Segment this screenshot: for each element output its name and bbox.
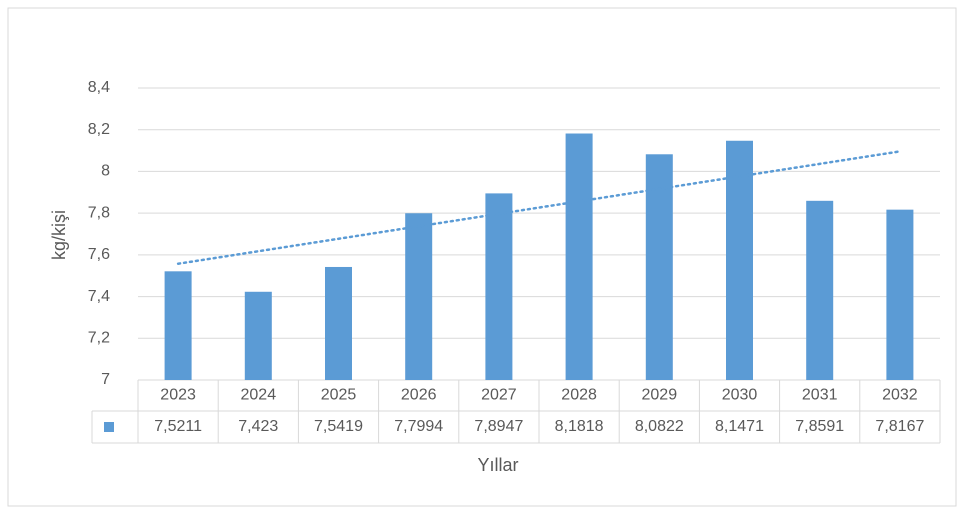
data-label: 7,8167 bbox=[875, 418, 924, 435]
x-axis-label: Yıllar bbox=[477, 455, 518, 475]
x-tick-label: 2025 bbox=[321, 387, 357, 404]
bar bbox=[806, 200, 834, 380]
x-tick-label: 2023 bbox=[160, 387, 196, 404]
data-label: 8,1471 bbox=[715, 418, 764, 435]
data-label: 7,8947 bbox=[474, 418, 523, 435]
data-label: 7,5211 bbox=[154, 418, 202, 435]
x-tick-label: 2026 bbox=[401, 387, 437, 404]
bar bbox=[565, 133, 593, 380]
data-label: 7,423 bbox=[238, 418, 278, 435]
bar bbox=[325, 266, 352, 380]
y-tick-label: 7,2 bbox=[88, 330, 110, 347]
x-tick-label: 2028 bbox=[561, 387, 597, 404]
data-label: 7,8591 bbox=[795, 418, 844, 435]
y-tick-label: 7 bbox=[101, 371, 110, 388]
bar bbox=[485, 193, 513, 380]
x-tick-label: 2029 bbox=[642, 387, 678, 404]
bar bbox=[405, 213, 433, 380]
x-tick-label: 2031 bbox=[802, 387, 838, 404]
bar bbox=[645, 154, 673, 380]
y-tick-label: 8,4 bbox=[88, 79, 110, 96]
data-label: 8,1818 bbox=[555, 418, 604, 435]
bar bbox=[886, 209, 914, 380]
y-tick-label: 7,6 bbox=[88, 246, 110, 263]
x-tick-label: 2027 bbox=[481, 387, 517, 404]
data-label: 7,7994 bbox=[394, 418, 443, 435]
legend-key bbox=[104, 422, 114, 432]
x-tick-label: 2030 bbox=[722, 387, 758, 404]
bar bbox=[164, 271, 192, 380]
chart-frame bbox=[7, 7, 957, 507]
data-label: 7,5419 bbox=[314, 418, 363, 435]
y-tick-label: 8,2 bbox=[88, 121, 110, 138]
y-axis-label: kg/kişi bbox=[49, 210, 69, 260]
bar bbox=[726, 140, 753, 380]
x-tick-label: 2024 bbox=[241, 387, 277, 404]
data-label: 8,0822 bbox=[635, 418, 684, 435]
y-tick-label: 8 bbox=[101, 163, 110, 180]
bar bbox=[244, 291, 272, 380]
y-tick-label: 7,4 bbox=[88, 288, 110, 305]
trendline bbox=[176, 150, 902, 265]
y-tick-label: 7,8 bbox=[88, 204, 110, 221]
x-tick-label: 2032 bbox=[882, 387, 918, 404]
